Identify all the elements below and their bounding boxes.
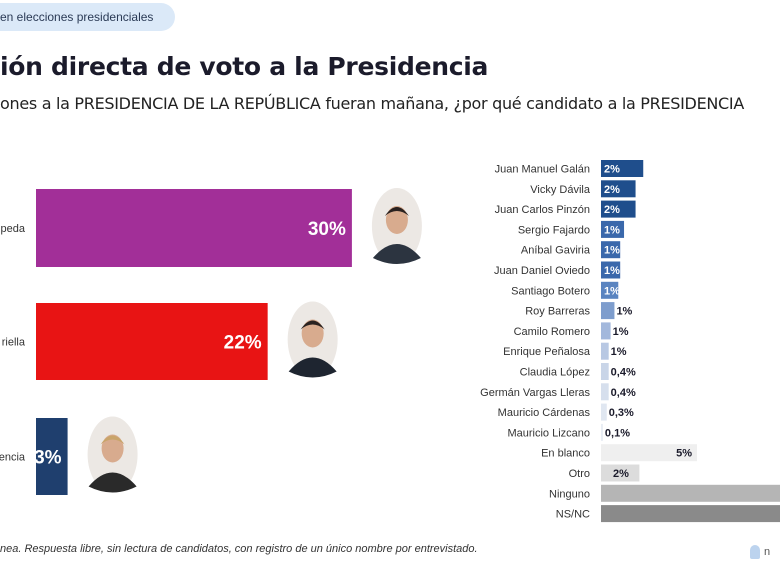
category-label: Enrique Peñalosa: [503, 346, 591, 358]
bar: [601, 261, 621, 279]
bar: [601, 342, 609, 360]
bar: [601, 423, 603, 441]
category-label: Mauricio Cárdenas: [498, 407, 591, 419]
candidate-photo: [371, 188, 422, 264]
candidate-photo: [287, 301, 338, 378]
category-label: Germán Vargas Lleras: [480, 387, 590, 399]
candidate-photo: [87, 416, 138, 493]
category-label: NS/NC: [556, 509, 590, 521]
bar: [601, 302, 615, 320]
photo-face: [301, 319, 324, 348]
data-label: 1%: [604, 285, 620, 297]
section-pill-label: en elecciones presidenciales: [0, 10, 154, 24]
page-title: ión directa de voto a la Presidencia: [0, 52, 489, 81]
data-label: 3%: [34, 448, 62, 469]
category-label: Sergio Fajardo: [518, 224, 590, 236]
category-label: En blanco: [541, 448, 590, 460]
data-label: 2%: [604, 184, 620, 196]
bar: [601, 403, 607, 421]
data-label: 1%: [604, 224, 620, 236]
bar: [601, 220, 625, 238]
bar: [36, 189, 352, 267]
data-label: 1%: [604, 245, 620, 257]
data-label: 0,4%: [611, 367, 636, 379]
bar: [601, 281, 619, 299]
category-label: peda: [1, 223, 26, 235]
bar: [601, 464, 640, 482]
person-icon: [750, 545, 760, 559]
bar: [36, 418, 68, 495]
data-label: 1%: [611, 346, 627, 358]
bar: [601, 444, 697, 462]
photo-hair: [300, 320, 325, 330]
bar: [601, 180, 636, 198]
data-label: 1%: [604, 265, 620, 277]
photo-body: [288, 357, 337, 378]
brand-logo: n: [750, 545, 770, 559]
category-label: Vicky Dávila: [530, 184, 591, 196]
data-label: 0,3%: [609, 407, 634, 419]
photo-hair: [384, 207, 409, 216]
section-pill: en elecciones presidenciales: [0, 3, 175, 31]
bar: [601, 160, 644, 177]
category-label: encia: [0, 452, 26, 464]
bar: [601, 322, 611, 340]
photo-hair: [100, 435, 125, 445]
category-label: Juan Manuel Galán: [495, 164, 590, 176]
category-label: Camilo Romero: [514, 326, 590, 338]
category-label: Juan Carlos Pinzón: [495, 204, 590, 216]
data-label: 1%: [613, 326, 629, 338]
data-label: 2%: [613, 468, 629, 480]
data-label: 2%: [604, 164, 620, 176]
bar: [601, 505, 780, 523]
bar: [601, 363, 609, 380]
category-label: Ninguno: [549, 488, 590, 500]
bar: [601, 383, 609, 401]
data-label: 0,4%: [611, 387, 636, 399]
bar: [601, 241, 621, 259]
photo-face: [385, 206, 408, 234]
brand-logo-text: n: [764, 545, 771, 558]
data-label: 5%: [676, 448, 692, 460]
category-label: Otro: [569, 468, 590, 480]
data-label: 1%: [616, 306, 632, 318]
data-label: 0,1%: [605, 427, 630, 439]
photo-body: [88, 472, 137, 493]
category-label: Mauricio Lizcano: [507, 427, 590, 439]
category-label: riella: [2, 337, 26, 349]
bar: [601, 484, 780, 502]
category-label: Juan Daniel Oviedo: [494, 265, 590, 277]
category-label: Claudia López: [520, 367, 590, 379]
photo-face: [101, 434, 124, 463]
data-label: 2%: [604, 204, 620, 216]
bar: [601, 200, 636, 218]
data-label: 22%: [224, 333, 262, 354]
bar: [36, 303, 268, 380]
category-label: Roy Barreras: [525, 306, 590, 318]
data-label: 30%: [308, 219, 346, 240]
category-label: Santiago Botero: [511, 285, 590, 297]
category-label: Aníbal Gaviria: [521, 245, 591, 257]
photo-body: [372, 244, 421, 264]
footnote: nea. Respuesta libre, sin lectura de can…: [0, 543, 478, 555]
question-subtitle: ones a la PRESIDENCIA DE LA REPÚBLICA fu…: [0, 94, 744, 113]
